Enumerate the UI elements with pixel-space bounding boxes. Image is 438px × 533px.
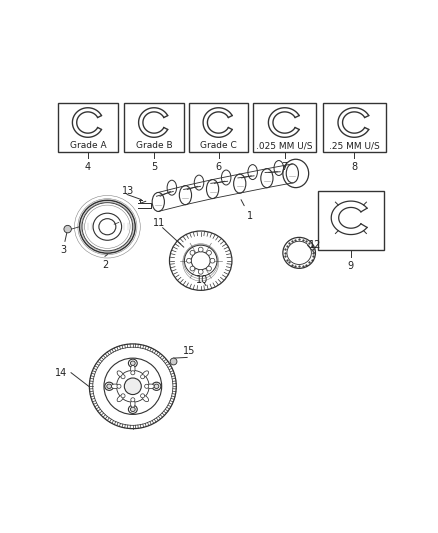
Circle shape	[207, 266, 212, 271]
Circle shape	[131, 371, 135, 375]
Bar	[58, 103, 117, 152]
Bar	[318, 191, 384, 251]
Text: Grade C: Grade C	[200, 141, 237, 150]
Text: 6: 6	[215, 162, 222, 172]
Ellipse shape	[142, 371, 148, 377]
Ellipse shape	[131, 407, 135, 411]
Text: 2: 2	[102, 260, 108, 270]
Text: 13: 13	[122, 186, 134, 196]
Ellipse shape	[131, 365, 135, 373]
Bar	[124, 103, 184, 152]
Text: Grade B: Grade B	[136, 141, 172, 150]
Text: 14: 14	[55, 368, 67, 378]
Circle shape	[117, 384, 121, 389]
Text: 8: 8	[351, 162, 357, 172]
Circle shape	[141, 375, 145, 379]
Ellipse shape	[131, 400, 135, 407]
Circle shape	[121, 394, 125, 398]
Circle shape	[210, 259, 215, 263]
Circle shape	[121, 375, 125, 379]
Text: 12: 12	[309, 240, 322, 251]
Ellipse shape	[142, 395, 148, 402]
Ellipse shape	[107, 384, 112, 389]
Ellipse shape	[117, 371, 123, 377]
Text: 15: 15	[183, 346, 195, 356]
Ellipse shape	[131, 361, 135, 366]
Circle shape	[190, 266, 195, 271]
Circle shape	[187, 259, 191, 263]
Text: 1: 1	[241, 200, 253, 221]
Circle shape	[131, 398, 135, 402]
Text: .025 MM U/S: .025 MM U/S	[257, 141, 313, 150]
Circle shape	[198, 247, 203, 252]
Ellipse shape	[124, 378, 141, 394]
Circle shape	[141, 394, 145, 398]
Bar	[253, 103, 316, 152]
Ellipse shape	[147, 384, 155, 389]
Circle shape	[190, 251, 195, 255]
Bar	[323, 103, 386, 152]
Text: 7: 7	[282, 162, 288, 172]
Circle shape	[207, 251, 212, 255]
Ellipse shape	[154, 384, 159, 389]
Text: Grade A: Grade A	[70, 141, 106, 150]
Text: 11: 11	[153, 218, 166, 228]
Bar	[189, 103, 248, 152]
Text: 3: 3	[60, 245, 66, 255]
Text: .25 MM U/S: .25 MM U/S	[329, 141, 380, 150]
Text: 4: 4	[85, 162, 91, 172]
Ellipse shape	[117, 395, 123, 402]
Circle shape	[145, 384, 149, 389]
Circle shape	[170, 358, 177, 365]
Ellipse shape	[111, 384, 119, 389]
Circle shape	[198, 270, 203, 274]
Text: 9: 9	[348, 261, 354, 271]
Circle shape	[64, 225, 71, 233]
Text: 10: 10	[196, 276, 208, 286]
Text: 5: 5	[151, 162, 157, 172]
